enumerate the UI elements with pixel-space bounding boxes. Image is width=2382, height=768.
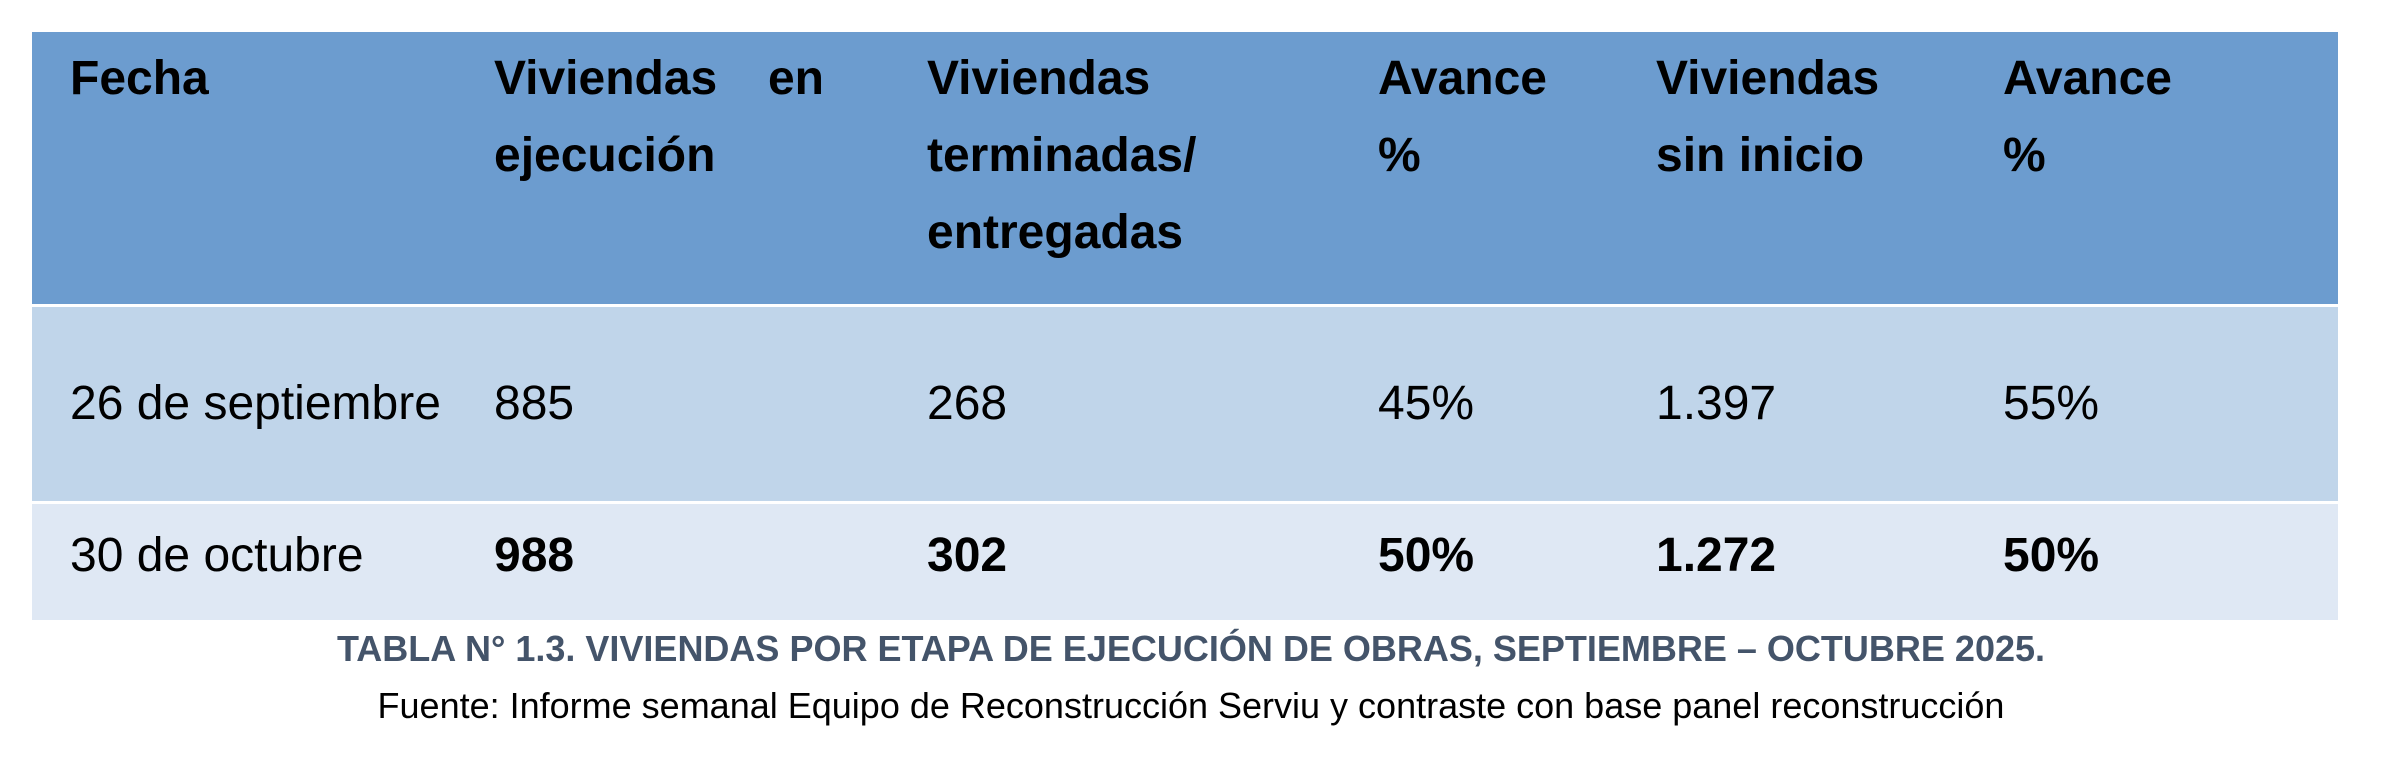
cell-viviendas-sin-inicio: 1.272 [1656, 529, 1777, 583]
table-row: 26 de septiembre 885 268 45% 1.397 55% [32, 305, 2338, 502]
cell-viviendas-en-ejecucion: 885 [494, 377, 575, 430]
header-avance-1: Avance % [1378, 32, 1656, 305]
cell-fecha: 26 de septiembre [70, 377, 441, 430]
header-viviendas-terminadas: Viviendas terminadas/ entregadas [927, 32, 1378, 305]
cell-viviendas-terminadas: 268 [927, 377, 1008, 430]
cell-viviendas-sin-inicio: 1.397 [1656, 377, 1777, 430]
table-row: 30 de octubre 988 302 50% 1.272 50% [32, 502, 2338, 620]
housing-table-container: Fecha Viviendas en ejecución Viviendas t… [32, 32, 2338, 620]
cell-avance-2: 50% [2003, 529, 2100, 583]
header-avance-2: Avance % [2003, 32, 2338, 305]
header-viviendas-en-ejecucion: Viviendas en ejecución [494, 32, 927, 305]
housing-progress-table: Fecha Viviendas en ejecución Viviendas t… [32, 32, 2338, 620]
header-fecha: Fecha [32, 32, 494, 305]
cell-viviendas-terminadas: 302 [927, 529, 1008, 583]
table-caption-title: TABLA N° 1.3. VIVIENDAS POR ETAPA DE EJE… [336, 628, 2046, 669]
header-viviendas-sin-inicio: Viviendas sin inicio [1656, 32, 2003, 305]
table-header: Fecha Viviendas en ejecución Viviendas t… [32, 32, 2338, 305]
cell-avance-2: 55% [2003, 377, 2100, 430]
cell-avance-1: 50% [1378, 529, 1475, 583]
cell-fecha: 30 de octubre [70, 529, 364, 583]
cell-avance-1: 45% [1378, 377, 1475, 430]
table-header-row: Fecha Viviendas en ejecución Viviendas t… [32, 32, 2338, 305]
table-caption-source: Fuente: Informe semanal Equipo de Recons… [377, 685, 2005, 726]
cell-viviendas-en-ejecucion: 988 [494, 529, 575, 583]
